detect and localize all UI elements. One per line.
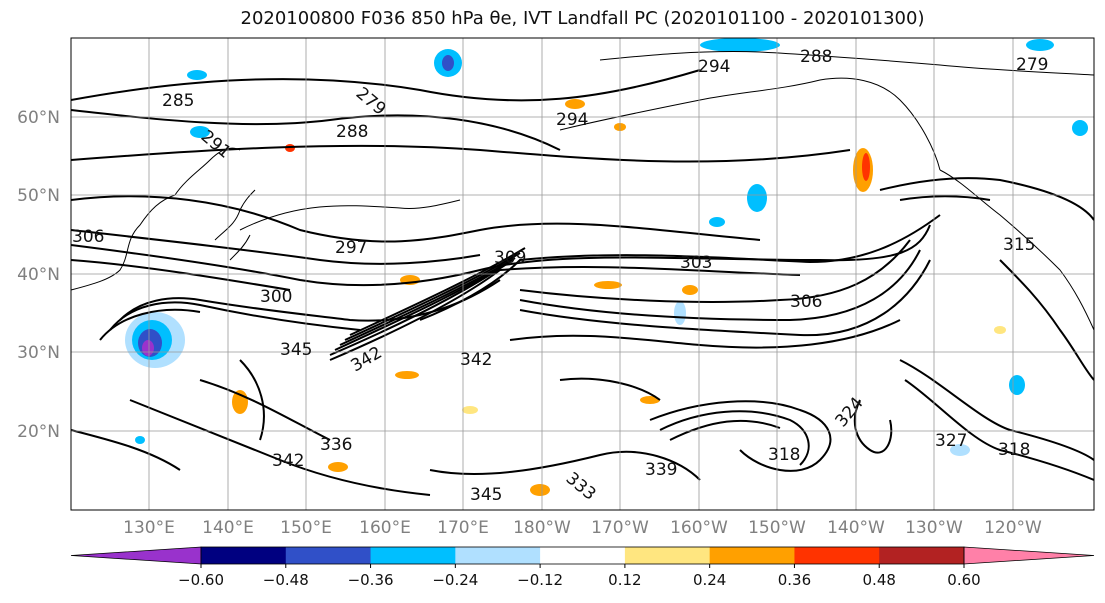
contour-label: 303 bbox=[680, 253, 712, 273]
colorbar-bin bbox=[455, 547, 541, 564]
contour-label: 294 bbox=[698, 57, 730, 77]
lon-label: 150°E bbox=[280, 518, 332, 538]
colorbar-tick-label: −0.36 bbox=[348, 571, 394, 589]
colorbar-outline bbox=[200, 546, 965, 565]
colorbar-tick-label: −0.48 bbox=[263, 571, 309, 589]
contour-label: 288 bbox=[336, 122, 368, 142]
contour-label: 300 bbox=[260, 287, 292, 307]
lon-label: 130°W bbox=[905, 518, 963, 538]
colorbar-bin bbox=[540, 547, 626, 564]
colorbar-bin bbox=[709, 547, 795, 564]
contour-labels: 285 279 288 294 291 288 279 294 297 306 … bbox=[72, 47, 1048, 505]
contour-label: 315 bbox=[1003, 235, 1035, 255]
map-graticule bbox=[71, 38, 1094, 510]
colorbar-bin bbox=[624, 547, 711, 564]
colorbar-tick-label: −0.12 bbox=[517, 571, 563, 589]
contour-label: 318 bbox=[998, 440, 1030, 460]
lon-label: 180°W bbox=[513, 518, 571, 538]
colorbar-tick-label: 0.60 bbox=[947, 571, 980, 589]
lon-label: 140°E bbox=[202, 518, 254, 538]
lon-label: 160°E bbox=[359, 518, 411, 538]
lon-label: 140°W bbox=[827, 518, 885, 538]
contour-label: 318 bbox=[768, 445, 800, 465]
contour-label: 306 bbox=[790, 292, 822, 312]
contour-label: 297 bbox=[335, 238, 367, 258]
map-frame bbox=[70, 37, 1095, 511]
colorbar-bin bbox=[201, 547, 287, 564]
lon-label: 130°E bbox=[123, 518, 175, 538]
lat-label: 30°N bbox=[17, 343, 60, 363]
colorbar-tick-label: 0.12 bbox=[608, 571, 641, 589]
colorbar-extend-low bbox=[70, 546, 202, 565]
lon-label: 170°E bbox=[437, 518, 489, 538]
colorbar: −0.60 −0.48 −0.36 −0.24 −0.12 0.12 0.24 0.36 0.4… bbox=[70, 546, 1095, 589]
colorbar-tick-label: 0.24 bbox=[693, 571, 726, 589]
contour-label: 285 bbox=[162, 91, 194, 111]
lon-label: 150°W bbox=[748, 518, 806, 538]
longitude-labels: 130°E 140°E 150°E 160°E 170°E 180°W 170°… bbox=[123, 518, 1042, 538]
colorbar-extend-high bbox=[963, 546, 1095, 565]
contour-label: 327 bbox=[935, 431, 967, 451]
contour-label: 339 bbox=[645, 460, 677, 480]
contour-label: 345 bbox=[470, 485, 502, 505]
contour-label: 306 bbox=[72, 227, 104, 247]
lon-label: 160°W bbox=[670, 518, 728, 538]
colorbar-tick-label: 0.36 bbox=[778, 571, 811, 589]
colorbar-bin bbox=[285, 547, 372, 564]
lon-label: 120°W bbox=[984, 518, 1042, 538]
colorbar-tick-label: −0.24 bbox=[432, 571, 478, 589]
colorbar-tick-label: −0.60 bbox=[178, 571, 224, 589]
colorbar-bin bbox=[370, 547, 456, 564]
contour-label: 288 bbox=[800, 47, 832, 67]
contour-label: 345 bbox=[280, 340, 312, 360]
contour-label: 294 bbox=[556, 110, 588, 130]
colorbar-bin bbox=[794, 547, 880, 564]
colorbar-bin bbox=[879, 547, 965, 564]
latitude-labels: 60°N 50°N 40°N 30°N 20°N bbox=[17, 108, 60, 442]
contour-label: 309 bbox=[494, 248, 526, 268]
map-title: 2020100800 F036 850 hPa θe, IVT Landfall… bbox=[240, 8, 925, 29]
lon-label: 170°W bbox=[591, 518, 649, 538]
contour-label: 336 bbox=[320, 435, 352, 455]
lat-label: 50°N bbox=[17, 186, 60, 206]
lat-label: 60°N bbox=[17, 108, 60, 128]
contour-label: 279 bbox=[1016, 55, 1048, 75]
contour-label: 342 bbox=[460, 350, 492, 370]
coastlines bbox=[71, 51, 1094, 331]
lat-label: 40°N bbox=[17, 265, 60, 285]
lat-label: 20°N bbox=[17, 422, 60, 442]
contour-label: 342 bbox=[272, 451, 304, 471]
colorbar-tick-label: 0.48 bbox=[863, 571, 896, 589]
theta-e-contours bbox=[71, 69, 1094, 496]
